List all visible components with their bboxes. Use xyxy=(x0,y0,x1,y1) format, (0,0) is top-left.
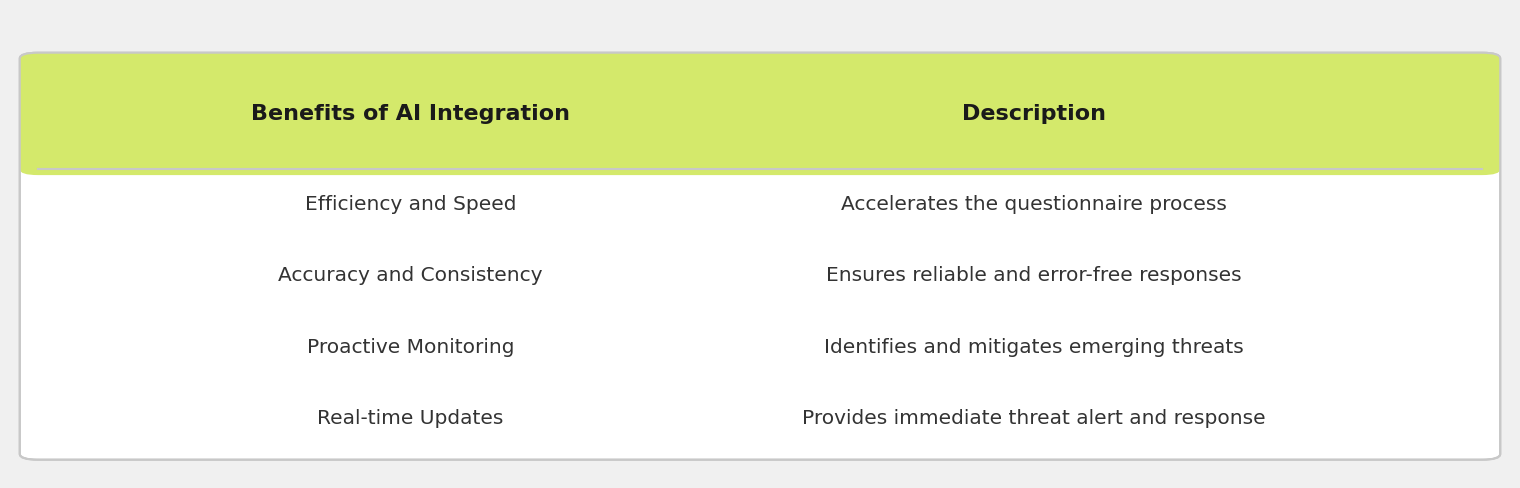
Text: Identifies and mitigates emerging threats: Identifies and mitigates emerging threat… xyxy=(824,338,1243,357)
Text: Accelerates the questionnaire process: Accelerates the questionnaire process xyxy=(841,195,1227,214)
FancyBboxPatch shape xyxy=(20,53,1500,175)
Text: Benefits of AI Integration: Benefits of AI Integration xyxy=(251,104,570,124)
FancyBboxPatch shape xyxy=(20,53,1500,460)
Text: Description: Description xyxy=(962,104,1105,124)
Text: Accuracy and Consistency: Accuracy and Consistency xyxy=(278,266,543,285)
Text: Proactive Monitoring: Proactive Monitoring xyxy=(307,338,514,357)
Text: Real-time Updates: Real-time Updates xyxy=(318,409,503,428)
Text: Provides immediate threat alert and response: Provides immediate threat alert and resp… xyxy=(801,409,1266,428)
Text: Efficiency and Speed: Efficiency and Speed xyxy=(304,195,517,214)
Text: Ensures reliable and error-free responses: Ensures reliable and error-free response… xyxy=(825,266,1242,285)
Bar xyxy=(41,120,1479,169)
